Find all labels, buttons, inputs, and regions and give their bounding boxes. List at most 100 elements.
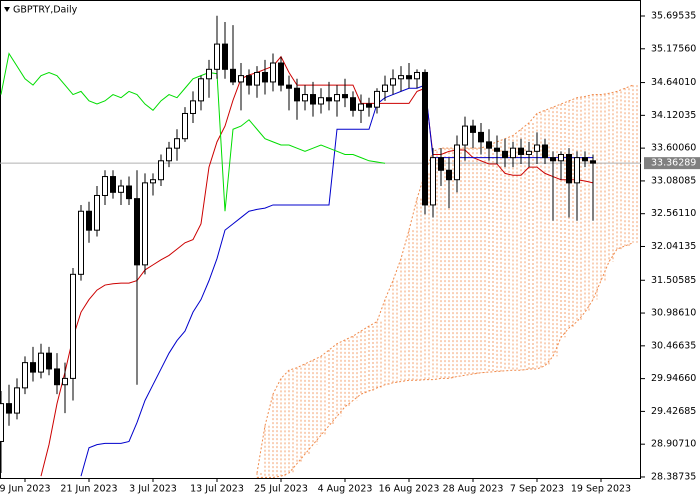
indicator-line — [40, 55, 594, 477]
candle-body — [142, 182, 148, 266]
symbol-menu-icon — [4, 7, 10, 12]
x-tick-label: 28 Aug 2023 — [443, 484, 504, 495]
candle-body — [414, 71, 420, 80]
candle-body — [390, 78, 396, 86]
candle-body — [574, 157, 580, 184]
candle-body — [206, 68, 212, 80]
candle-body — [478, 131, 484, 143]
candle-body — [158, 160, 164, 181]
candle-body — [110, 176, 116, 193]
candle-body — [558, 153, 564, 162]
candle-body — [374, 90, 380, 108]
y-tick-label: 32.56110 — [651, 208, 696, 219]
candle-body — [326, 97, 332, 102]
candle-body — [406, 75, 412, 80]
y-tick-label: 29.94660 — [651, 373, 696, 384]
candle-body — [190, 100, 196, 114]
x-tick-label: 25 Jul 2023 — [254, 484, 308, 495]
y-tick-label: 32.04135 — [651, 241, 696, 252]
y-tick-label: 35.17560 — [651, 43, 696, 54]
y-tick-label: 33.08085 — [651, 175, 696, 186]
candle-body — [286, 84, 292, 89]
candle-body — [358, 103, 364, 111]
candle-body — [438, 157, 444, 171]
candle-body — [518, 147, 524, 155]
y-tick-label: 35.69535 — [651, 10, 696, 21]
candle-body — [0, 403, 4, 442]
candle-body — [198, 78, 204, 102]
candle-body — [294, 87, 300, 102]
x-tick-label: 7 Sep 2023 — [510, 484, 564, 495]
x-tick-label: 16 Aug 2023 — [379, 484, 440, 495]
candle-body — [126, 185, 132, 200]
candle-body — [238, 75, 244, 83]
candle-body — [6, 403, 12, 414]
candle-body — [470, 125, 476, 133]
current-price-tag — [644, 157, 700, 170]
y-tick-label: 31.50585 — [651, 275, 696, 286]
y-tick-label: 29.42685 — [651, 406, 696, 417]
candle-body — [526, 150, 532, 155]
x-tick-label: 9 Jun 2023 — [0, 484, 51, 495]
candle-body — [270, 62, 276, 83]
candle-body — [334, 94, 340, 102]
y-tick-label: 33.60060 — [651, 143, 696, 154]
candle-body — [582, 157, 588, 162]
current-price-label: 33.36289 — [651, 158, 696, 169]
candle-body — [366, 103, 372, 108]
candle-body — [30, 362, 36, 373]
candle-body — [214, 43, 220, 70]
candle-body — [462, 125, 468, 146]
indicator-line — [0, 52, 386, 212]
y-tick-label: 30.46635 — [651, 340, 696, 351]
candle-body — [174, 138, 180, 149]
candle-body — [302, 94, 308, 102]
candle-body — [278, 62, 284, 86]
candle-body — [22, 362, 28, 389]
x-tick-label: 4 Aug 2023 — [318, 484, 373, 495]
candle-body — [118, 185, 124, 193]
candle-body — [62, 377, 68, 386]
y-tick-label: 30.98610 — [651, 308, 696, 319]
x-tick-label: 13 Jul 2023 — [190, 484, 244, 495]
x-tick-label: 21 Jun 2023 — [60, 484, 117, 495]
candle-body — [494, 147, 500, 152]
candle-body — [14, 387, 20, 414]
candle-body — [502, 150, 508, 159]
candle-body — [422, 71, 428, 206]
y-tick-label: 28.90710 — [651, 439, 696, 450]
candle-body — [486, 141, 492, 149]
chart-title: GBPTRY,Daily — [13, 5, 78, 16]
candle-body — [150, 179, 156, 184]
candle-body — [534, 144, 540, 152]
candle-body — [54, 368, 60, 386]
candle-body — [398, 75, 404, 80]
candle-body — [86, 210, 92, 231]
candle-body — [102, 176, 108, 196]
y-tick-label: 28.38735 — [651, 471, 696, 482]
candle-body — [182, 112, 188, 140]
candle-body — [510, 147, 516, 159]
candle-body — [310, 94, 316, 105]
candle-body — [166, 147, 172, 162]
candle-body — [230, 68, 236, 83]
candle-body — [134, 198, 140, 266]
cloud-edge — [256, 84, 634, 474]
candle-body — [446, 169, 452, 181]
candle-body — [78, 210, 84, 275]
candle-body — [550, 157, 556, 162]
candle-body — [566, 153, 572, 184]
candle-body — [350, 97, 356, 111]
candle-body — [254, 71, 260, 86]
candle-body — [70, 273, 76, 379]
x-tick-label: 19 Sep 2023 — [571, 484, 631, 495]
candle-body — [222, 43, 228, 70]
candle-body — [94, 194, 100, 231]
plot-area — [0, 15, 641, 478]
cloud-edge — [257, 242, 634, 478]
candle-body — [38, 352, 44, 373]
candle-body — [342, 94, 348, 99]
candle-body — [46, 352, 52, 370]
y-tick-label: 34.64010 — [651, 77, 696, 88]
